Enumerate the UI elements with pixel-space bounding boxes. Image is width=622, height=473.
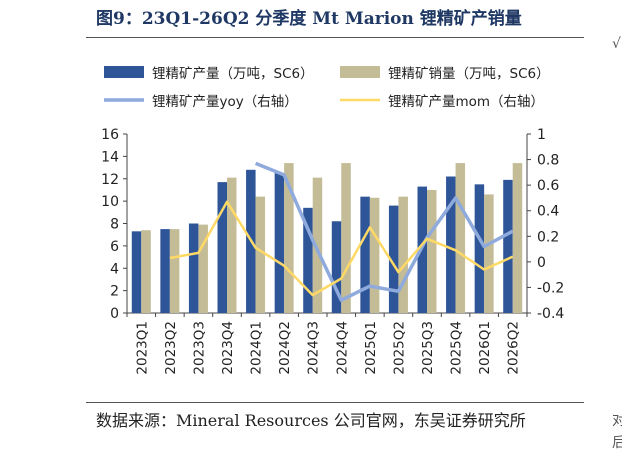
bar-sales (284, 163, 294, 313)
x-tick-label: 2024Q3 (306, 321, 322, 375)
bar-sales (141, 230, 151, 313)
legend-swatch (340, 66, 380, 78)
left-tick-label: 14 (101, 149, 119, 165)
x-tick-label: 2025Q3 (420, 321, 436, 375)
x-tick-label: 2024Q4 (334, 321, 350, 375)
right-tick-label: 0.2 (537, 229, 559, 245)
edge-fragment-top: √ (612, 36, 621, 52)
edge-fragment-bottom: 对 后 (612, 413, 622, 451)
right-tick-label: 1 (537, 127, 546, 143)
bar-sales (369, 197, 380, 313)
chart-lines (169, 161, 514, 302)
left-tick-label: 6 (110, 239, 119, 255)
bar-sales (512, 163, 523, 313)
legend-label: 锂精矿产量yoy（右轴） (152, 94, 298, 110)
right-tick-label: 0.6 (537, 178, 559, 194)
chart-x-labels: 2023Q1 2023Q2 2023Q3 2023Q4 2024Q1 2024Q2 2024… (134, 321, 521, 375)
bar-sales (455, 163, 466, 313)
x-tick-label: 2023Q1 (134, 321, 150, 375)
x-tick-label: 2026Q1 (477, 321, 493, 375)
source-rule (86, 402, 584, 403)
left-tick-label: 8 (110, 217, 119, 233)
x-tick-label: 2024Q1 (249, 321, 265, 375)
bar-sales (427, 189, 437, 313)
bar-sales (484, 194, 494, 313)
bar-production (131, 231, 142, 313)
bar-production (274, 173, 285, 313)
bar-sales (312, 177, 323, 313)
right-tick-label: -0.2 (537, 280, 564, 296)
chart: 锂精矿产量（万吨，SC6） 锂精矿销量（万吨，SC6） 锂精矿产量yoy（右轴） 锂精… (101, 66, 564, 375)
source-note: 数据来源：Mineral Resources 公司官网，东吴证券研究所 (96, 411, 526, 430)
chart-legend: 锂精矿产量（万吨，SC6） 锂精矿销量（万吨，SC6） 锂精矿产量yoy（右轴） 锂精… (104, 66, 550, 110)
page-title: 图9：23Q1-26Q2 分季度 Mt Marion 锂精矿产销量 (96, 9, 522, 29)
bar-production (160, 229, 170, 313)
legend-swatch (104, 66, 144, 78)
chart-axes: 0 2 4 6 8 10 12 14 16 -0.4 -0.2 0 0.2 0.4 0.6 0.8 1 (101, 127, 564, 322)
line-yoy (254, 161, 514, 302)
x-tick-label: 2025Q1 (363, 321, 379, 375)
bar-production (331, 221, 342, 313)
bar-production (188, 223, 199, 313)
x-tick-label: 2023Q3 (191, 321, 207, 375)
chart-bars (131, 163, 523, 313)
x-tick-label: 2026Q2 (506, 321, 522, 375)
bar-sales (341, 163, 351, 313)
left-tick-label: 10 (101, 194, 119, 210)
x-tick-label: 2024Q2 (277, 321, 293, 375)
bar-sales (169, 229, 180, 313)
right-tick-label: 0 (537, 255, 546, 271)
bar-sales (227, 177, 237, 313)
left-tick-label: 0 (110, 306, 119, 322)
x-tick-label: 2025Q4 (449, 321, 465, 375)
left-tick-label: 16 (101, 127, 119, 143)
bar-sales (198, 224, 208, 313)
x-tick-label: 2023Q2 (163, 321, 179, 375)
bar-production (446, 176, 456, 313)
legend-label: 锂精矿产量（万吨，SC6） (152, 66, 314, 82)
bar-sales (398, 196, 408, 313)
right-tick-label: 0.4 (537, 204, 559, 220)
bar-production (503, 179, 513, 313)
bar-production (360, 196, 370, 313)
bar-sales (255, 196, 266, 313)
legend-label: 锂精矿产量mom（右轴） (388, 94, 544, 110)
title-rule (86, 37, 584, 38)
bar-production (474, 184, 485, 313)
bar-production (217, 182, 227, 313)
right-tick-label: -0.4 (537, 306, 564, 322)
x-tick-label: 2025Q2 (391, 321, 407, 375)
right-tick-label: 0.8 (537, 153, 559, 169)
x-tick-label: 2023Q4 (220, 321, 236, 375)
line-mom (169, 200, 514, 297)
bar-production (303, 207, 313, 313)
left-tick-label: 4 (110, 261, 119, 277)
left-tick-label: 12 (101, 172, 119, 188)
legend-label: 锂精矿销量（万吨，SC6） (388, 66, 550, 82)
left-tick-label: 2 (110, 284, 119, 300)
bar-production (388, 205, 399, 313)
